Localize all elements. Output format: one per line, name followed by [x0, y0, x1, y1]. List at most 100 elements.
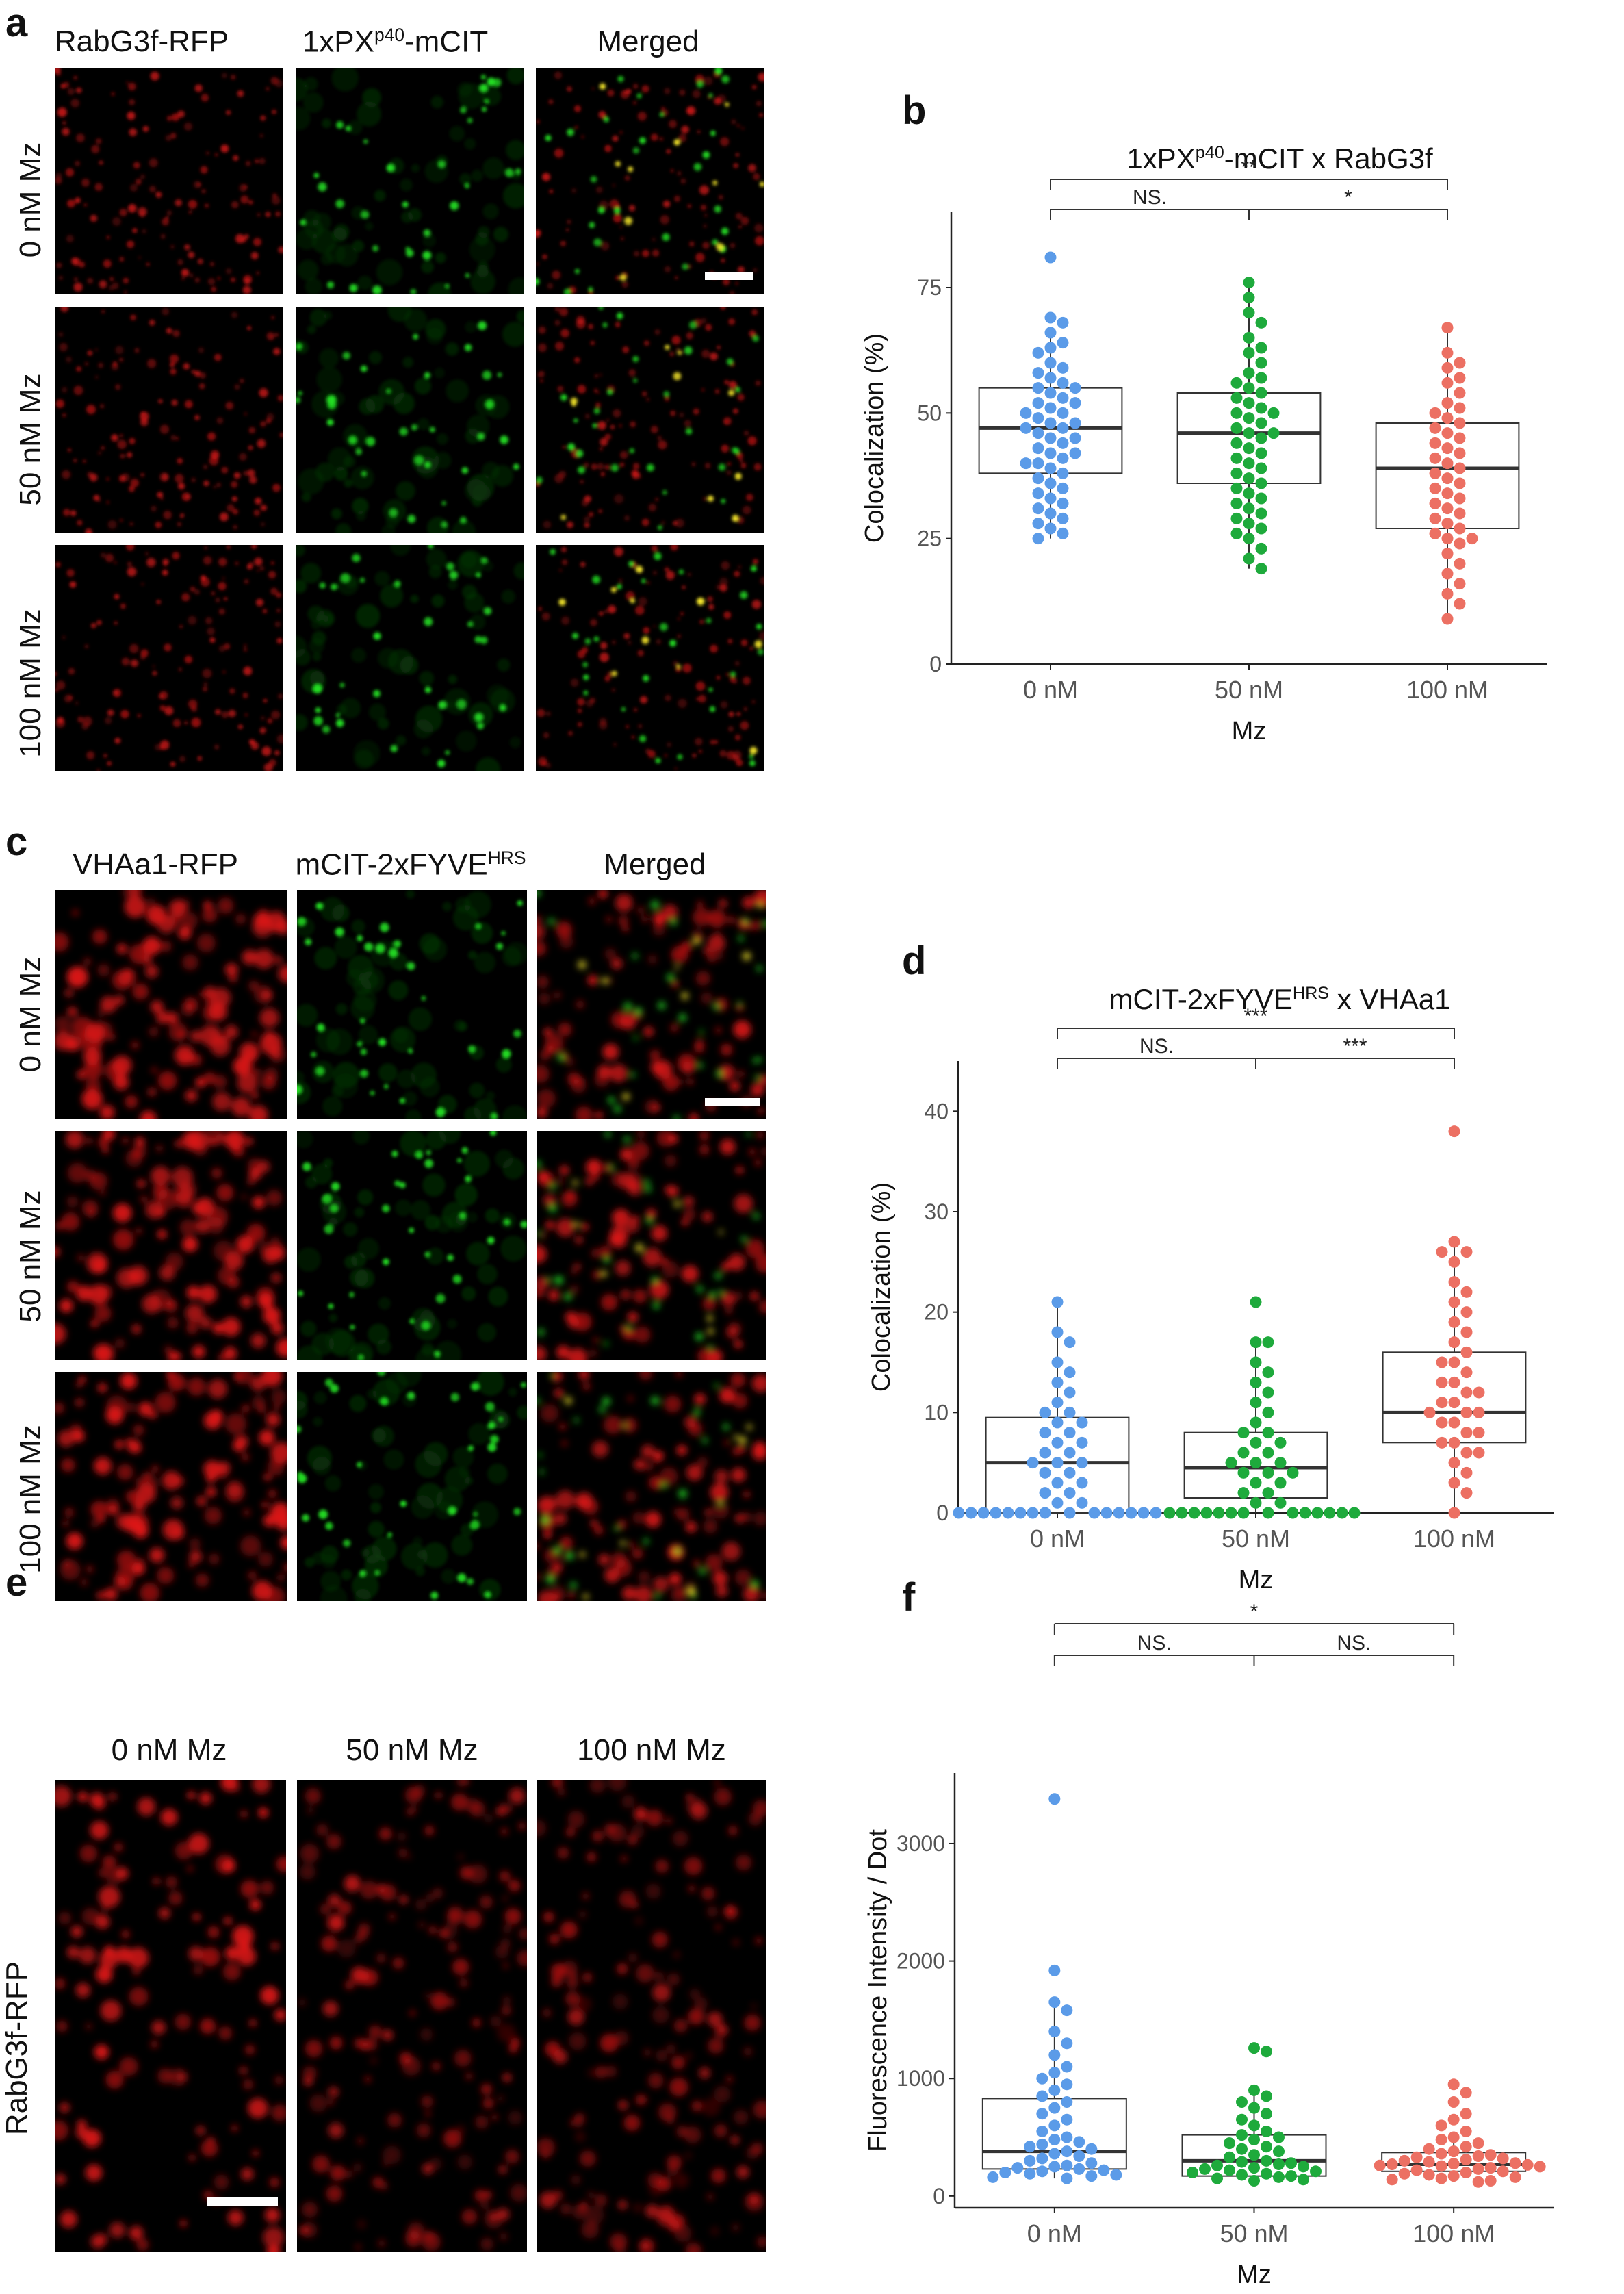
- data-point: [1048, 2067, 1061, 2079]
- data-point: [1441, 568, 1454, 580]
- micrograph-a-rfp-100nm: [55, 545, 283, 771]
- data-point: [1248, 2133, 1260, 2145]
- micrograph-a-rfp-0nm: [55, 68, 283, 294]
- data-point: [1436, 1397, 1448, 1409]
- data-point: [1287, 1466, 1299, 1479]
- significance-label: *: [1344, 186, 1352, 209]
- data-point: [1423, 1406, 1436, 1418]
- data-point: [1057, 361, 1069, 374]
- data-point: [1076, 1436, 1088, 1449]
- data-point: [1460, 2087, 1472, 2099]
- data-point: [1274, 1477, 1287, 1489]
- data-point: [1454, 537, 1466, 550]
- data-point: [1044, 311, 1057, 324]
- data-point: [1250, 1336, 1262, 1349]
- data-point: [1448, 1125, 1460, 1138]
- data-point: [1176, 1507, 1188, 1519]
- data-point: [1073, 2136, 1085, 2148]
- data-point: [1460, 1306, 1473, 1318]
- data-point: [1460, 1466, 1473, 1479]
- data-point: [1032, 518, 1044, 530]
- data-point: [1061, 2113, 1073, 2126]
- chart-d: 0 10 20 30 40 0 nM 50 nM 100 nM Mz Colocalization…: [867, 1005, 1554, 1594]
- data-point: [1051, 1436, 1064, 1449]
- data-point: [1036, 2108, 1048, 2120]
- data-point: [1255, 492, 1267, 505]
- data-point: [1386, 2174, 1398, 2186]
- data-point: [1057, 482, 1069, 494]
- data-point: [1051, 1416, 1064, 1429]
- data-point: [1069, 432, 1081, 444]
- data-point: [1044, 462, 1057, 474]
- data-point: [1064, 1427, 1076, 1439]
- data-point: [1057, 452, 1069, 464]
- data-point: [1255, 462, 1267, 474]
- x-tick-label: 50 nM: [1222, 1525, 1290, 1553]
- data-point: [1509, 2171, 1521, 2183]
- data-point: [1250, 1416, 1262, 1429]
- data-point: [1447, 2078, 1460, 2091]
- data-point: [1262, 1406, 1274, 1418]
- data-point: [1039, 1447, 1051, 1459]
- data-point: [1057, 337, 1069, 349]
- data-point: [1262, 1336, 1274, 1349]
- data-point: [1061, 2004, 1073, 2017]
- micrograph-c-gfp-50nm: [297, 1131, 527, 1360]
- data-point: [1048, 2133, 1061, 2145]
- data-point: [1447, 2096, 1460, 2108]
- data-point: [1024, 2141, 1036, 2153]
- data-point: [1061, 2037, 1073, 2050]
- panel-c-row-2-label: 50 nM Mz: [14, 1190, 47, 1323]
- data-point: [1069, 397, 1081, 409]
- y-tick-label: 25: [917, 526, 942, 551]
- y-axis-title: Fluorescence Intensity / Dot: [864, 1829, 892, 2152]
- data-point: [1243, 502, 1255, 515]
- data-point: [1061, 2078, 1073, 2091]
- data-point: [1429, 497, 1441, 509]
- panel-e-row-label: RabG3f-RFP: [0, 1961, 34, 2136]
- data-point: [1085, 2170, 1098, 2182]
- data-point: [1061, 2061, 1073, 2073]
- data-point: [1224, 2137, 1235, 2150]
- data-point: [1069, 417, 1081, 429]
- data-point: [1250, 1496, 1262, 1509]
- data-point: [1473, 1427, 1485, 1439]
- data-point: [1230, 467, 1243, 479]
- data-point: [1423, 2143, 1435, 2155]
- y-tick-label: 30: [924, 1199, 949, 1224]
- data-point: [1448, 1236, 1460, 1248]
- data-point: [1429, 527, 1441, 539]
- data-point: [1509, 2157, 1521, 2169]
- x-axis-title: Mz: [1232, 717, 1267, 745]
- data-point: [1032, 427, 1044, 439]
- data-point: [1460, 2141, 1472, 2153]
- scale-bar-c: [705, 1098, 760, 1106]
- data-point: [1039, 1406, 1051, 1418]
- data-point: [1230, 392, 1243, 404]
- data-point: [1429, 437, 1441, 449]
- data-point: [1441, 322, 1454, 334]
- data-point: [1448, 1316, 1460, 1328]
- data-point: [1044, 327, 1057, 339]
- data-point: [999, 2167, 1011, 2179]
- data-point: [1100, 1507, 1113, 1519]
- data-point: [1441, 548, 1454, 560]
- data-point: [1441, 442, 1454, 455]
- data-point: [1255, 522, 1267, 535]
- chart-b: 0 25 50 75 0 nM 50 nM 100 nM Mz Colocalization (…: [860, 156, 1547, 745]
- data-point: [1237, 1427, 1250, 1439]
- y-tick-label: 0: [929, 652, 942, 676]
- data-point: [1460, 1386, 1473, 1399]
- data-point: [1032, 412, 1044, 424]
- data-point: [1273, 2171, 1285, 2183]
- data-point: [1243, 427, 1255, 439]
- data-point: [1230, 527, 1243, 539]
- data-point: [1236, 2129, 1248, 2141]
- data-point: [1460, 2167, 1472, 2179]
- data-point: [1225, 1457, 1237, 1469]
- y-tick-label: 50: [917, 400, 942, 425]
- panel-b-title: 1xPXp40-mCIT x RabG3f: [1126, 142, 1433, 175]
- data-point: [1057, 527, 1069, 539]
- micrograph-c-merged-100nm: [537, 1372, 766, 1601]
- data-point: [1225, 1507, 1237, 1519]
